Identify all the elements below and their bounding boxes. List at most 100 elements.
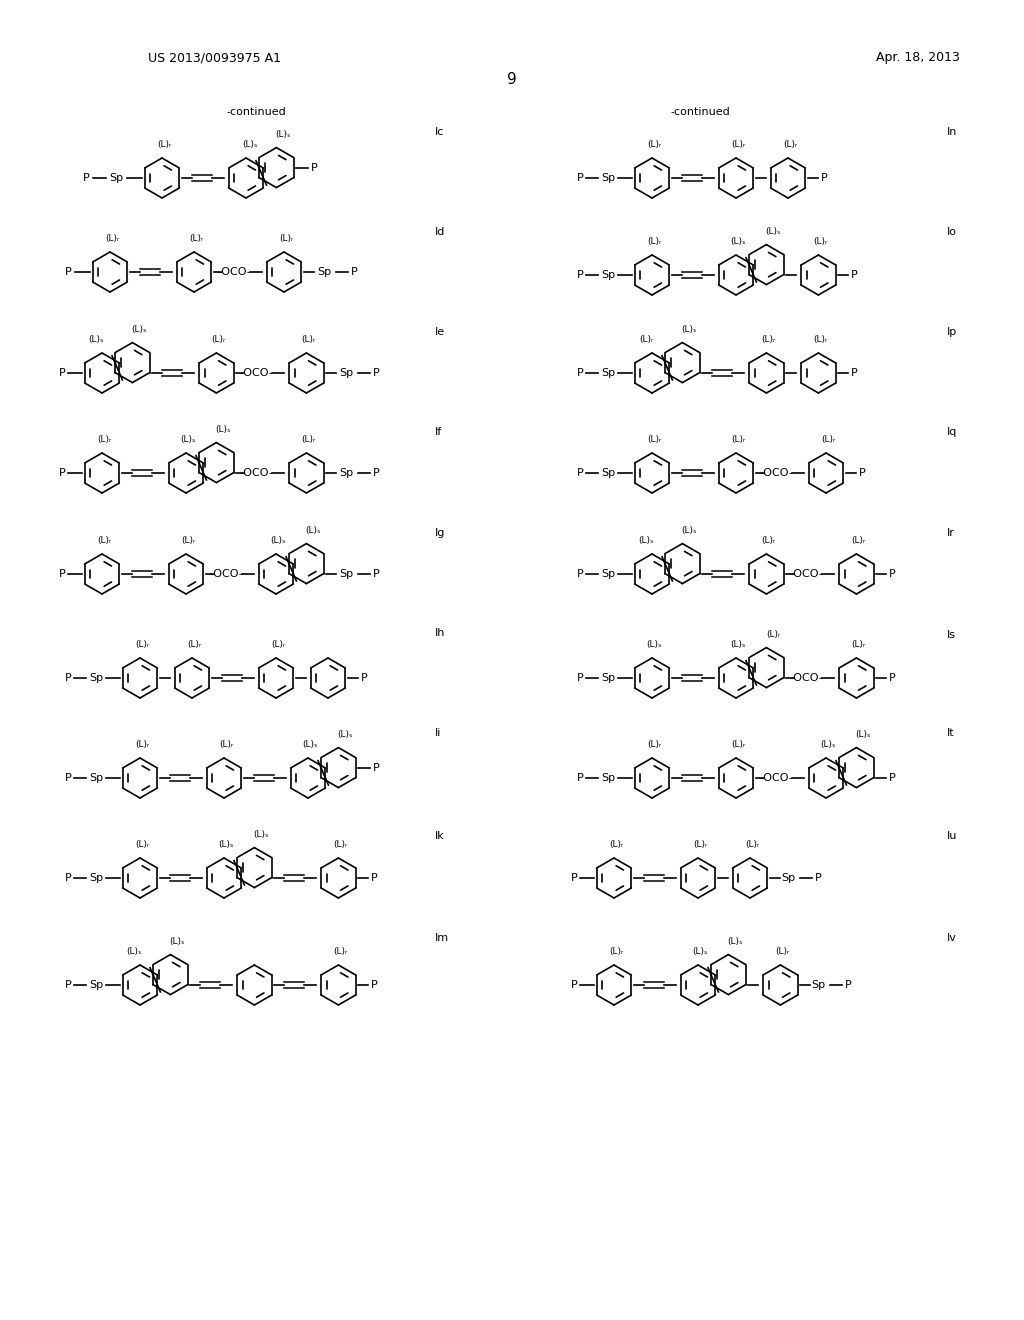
Text: (L)ₛ: (L)ₛ (856, 730, 871, 739)
Text: (L)ᵣ: (L)ᵣ (821, 436, 836, 444)
Text: P: P (851, 368, 858, 378)
Text: (L)ₛ: (L)ₛ (728, 937, 743, 945)
Text: P: P (570, 873, 578, 883)
Text: -continued: -continued (226, 107, 286, 117)
Text: -OCO-: -OCO- (240, 368, 273, 378)
Text: P: P (851, 271, 858, 280)
Text: Sp: Sp (781, 873, 795, 883)
Text: Sp: Sp (601, 673, 615, 682)
Text: (L)ᵣ: (L)ᵣ (333, 840, 347, 849)
Text: (L)ₛ: (L)ₛ (338, 730, 353, 739)
Text: Apr. 18, 2013: Apr. 18, 2013 (876, 51, 959, 65)
Text: Ir: Ir (947, 528, 954, 539)
Text: Sp: Sp (317, 267, 331, 277)
Text: (L)ᵣ: (L)ᵣ (693, 840, 708, 849)
Text: P: P (859, 469, 865, 478)
Text: (L)ᵣ: (L)ᵣ (813, 335, 827, 345)
Text: Sp: Sp (601, 271, 615, 280)
Text: (L)ᵣ: (L)ᵣ (731, 140, 745, 149)
Text: P: P (58, 368, 66, 378)
Text: (L)ᵣ: (L)ᵣ (270, 640, 286, 649)
Text: (L)ᵣ: (L)ᵣ (333, 946, 347, 956)
Text: Sp: Sp (601, 469, 615, 478)
Text: (L)ᵣ: (L)ᵣ (135, 640, 150, 649)
Text: P: P (360, 673, 368, 682)
Text: P: P (65, 774, 72, 783)
Text: P: P (577, 469, 584, 478)
Text: P: P (570, 979, 578, 990)
Text: (L)ₛ: (L)ₛ (306, 525, 322, 535)
Text: (L)ₛ: (L)ₛ (132, 325, 147, 334)
Text: P: P (58, 469, 66, 478)
Text: (L)ₛ: (L)ₛ (682, 525, 697, 535)
Text: (L)ᵣ: (L)ᵣ (647, 140, 662, 149)
Text: (L)ᵣ: (L)ᵣ (219, 741, 233, 748)
Text: If: If (435, 426, 442, 437)
Text: Sp: Sp (339, 469, 353, 478)
Text: Iu: Iu (947, 832, 957, 841)
Text: (L)ₛ: (L)ₛ (730, 238, 745, 246)
Text: Ic: Ic (435, 127, 444, 137)
Text: (L)ᵣ: (L)ᵣ (731, 436, 745, 444)
Text: (L)ᵣ: (L)ᵣ (639, 335, 653, 345)
Text: Sp: Sp (89, 873, 103, 883)
Text: (L)ᵣ: (L)ᵣ (301, 335, 315, 345)
Text: Ik: Ik (435, 832, 444, 841)
Text: Sp: Sp (89, 673, 103, 682)
Text: P: P (845, 979, 852, 990)
Text: Sp: Sp (89, 979, 103, 990)
Text: (L)ₛ: (L)ₛ (646, 640, 662, 649)
Text: -OCO-: -OCO- (240, 469, 273, 478)
Text: -OCO-: -OCO- (790, 569, 823, 579)
Text: -continued: -continued (670, 107, 730, 117)
Text: (L)ᵣ: (L)ᵣ (761, 536, 775, 545)
Text: P: P (889, 774, 896, 783)
Text: P: P (83, 173, 89, 183)
Text: P: P (889, 569, 896, 579)
Text: -OCO-: -OCO- (790, 673, 823, 682)
Text: (L)ᵣ: (L)ᵣ (97, 436, 112, 444)
Text: (L)ₛ: (L)ₛ (766, 227, 781, 235)
Text: (L)ᵣ: (L)ᵣ (97, 536, 112, 545)
Text: -OCO-: -OCO- (209, 569, 243, 579)
Text: (L)ᵣ: (L)ᵣ (188, 234, 203, 243)
Text: (L)ᵣ: (L)ᵣ (609, 840, 624, 849)
Text: (L)ᵣ: (L)ᵣ (135, 840, 150, 849)
Text: (L)ᵣ: (L)ᵣ (766, 630, 780, 639)
Text: Ie: Ie (435, 327, 445, 337)
Text: (L)ₛ: (L)ₛ (216, 425, 231, 433)
Text: (L)ₛ: (L)ₛ (682, 325, 697, 334)
Text: P: P (373, 469, 380, 478)
Text: (L)ₛ: (L)ₛ (820, 741, 836, 748)
Text: (L)ᵣ: (L)ᵣ (279, 234, 293, 243)
Text: (L)ᵣ: (L)ᵣ (157, 140, 171, 149)
Text: (L)ᵣ: (L)ᵣ (647, 238, 662, 246)
Text: (L)ₛ: (L)ₛ (218, 840, 233, 849)
Text: US 2013/0093975 A1: US 2013/0093975 A1 (148, 51, 281, 65)
Text: P: P (577, 569, 584, 579)
Text: P: P (65, 673, 72, 682)
Text: (L)ₛ: (L)ₛ (730, 640, 745, 649)
Text: (L)ₛ: (L)ₛ (88, 335, 103, 345)
Text: 9: 9 (507, 73, 517, 87)
Text: P: P (577, 271, 584, 280)
Text: (L)ₛ: (L)ₛ (243, 140, 258, 149)
Text: P: P (58, 569, 66, 579)
Text: Ii: Ii (435, 729, 441, 738)
Text: P: P (889, 673, 896, 682)
Text: P: P (65, 873, 72, 883)
Text: (L)ₛ: (L)ₛ (126, 946, 141, 956)
Text: It: It (947, 729, 954, 738)
Text: Ig: Ig (435, 528, 445, 539)
Text: (L)ᵣ: (L)ᵣ (647, 741, 662, 748)
Text: -OCO-: -OCO- (217, 267, 251, 277)
Text: Id: Id (435, 227, 445, 238)
Text: P: P (577, 173, 584, 183)
Text: (L)ₛ: (L)ₛ (692, 946, 708, 956)
Text: P: P (577, 673, 584, 682)
Text: Im: Im (435, 933, 450, 942)
Text: (L)ᵣ: (L)ᵣ (186, 640, 201, 649)
Text: Sp: Sp (339, 368, 353, 378)
Text: P: P (371, 873, 378, 883)
Text: P: P (577, 774, 584, 783)
